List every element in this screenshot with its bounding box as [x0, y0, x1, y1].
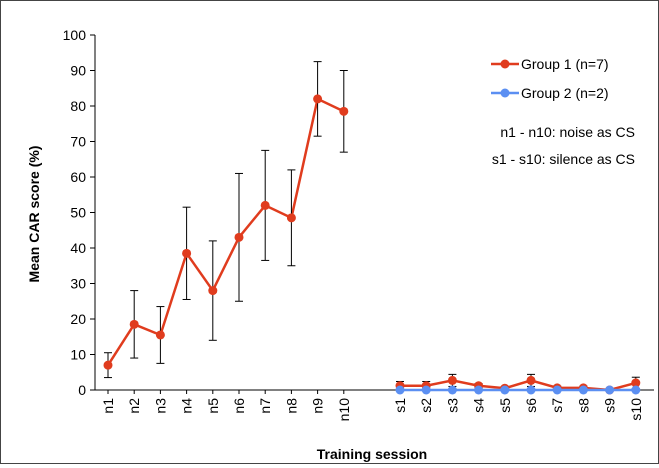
x-tick-label: s5	[497, 398, 513, 413]
y-tick-label: 0	[78, 382, 86, 398]
annotation-silence: s1 - s10: silence as CS	[492, 151, 635, 167]
tick-labels: 0 10 20 30 40 50 60 70 80 90 100 n1 n2 n3 n4 n5 n6 n7 n8 n9…	[63, 27, 644, 421]
legend-marker-group-2	[500, 88, 510, 98]
x-tick-label: s1	[392, 398, 408, 413]
x-tick-label: s2	[418, 398, 434, 413]
legend: Group 1 (n=7) Group 2 (n=2)	[491, 56, 609, 101]
legend-label-group-1: Group 1 (n=7)	[521, 56, 609, 72]
x-tick-label: s4	[471, 398, 487, 413]
data-point	[234, 232, 244, 242]
annotation-noise: n1 - n10: noise as CS	[500, 124, 635, 140]
series-line	[106, 97, 345, 366]
legend-label-group-2: Group 2 (n=2)	[521, 85, 609, 101]
y-tick-label: 100	[63, 27, 87, 43]
data-point	[447, 375, 457, 385]
series-2	[395, 385, 641, 395]
x-tick-label: s6	[523, 398, 539, 413]
x-tick-label: s9	[602, 398, 618, 413]
y-axis-title: Mean CAR score (%)	[26, 146, 42, 283]
y-tick-label: 10	[70, 347, 86, 363]
x-tick-label: s7	[549, 398, 565, 413]
x-tick-label: s3	[444, 398, 460, 413]
data-point	[129, 319, 139, 329]
data-point	[631, 385, 641, 395]
data-point	[313, 94, 323, 104]
x-tick-label: n1	[100, 398, 116, 414]
series-layer	[103, 61, 641, 395]
data-point	[552, 385, 562, 395]
x-tick-label: n4	[179, 398, 195, 414]
data-point	[605, 385, 615, 395]
data-point	[286, 213, 296, 223]
y-tick-label: 20	[70, 311, 86, 327]
x-tick-label: n7	[257, 398, 273, 414]
y-tick-label: 90	[70, 63, 86, 79]
series-line	[400, 379, 637, 392]
x-tick-label: s10	[628, 398, 644, 421]
x-tick-label: n10	[336, 398, 352, 422]
data-point	[500, 385, 510, 395]
y-tick-label: 60	[70, 169, 86, 185]
data-point	[421, 385, 431, 395]
data-point	[631, 378, 641, 388]
y-tick-label: 30	[70, 276, 86, 292]
y-tick-label: 80	[70, 98, 86, 114]
data-point	[474, 385, 484, 395]
y-tick-label: 70	[70, 134, 86, 150]
x-tick-label: n5	[205, 398, 221, 414]
data-point	[526, 375, 536, 385]
x-tick-label: n3	[152, 398, 168, 414]
data-point	[260, 200, 270, 210]
data-point	[526, 385, 536, 395]
x-tick-label: n8	[283, 398, 299, 414]
y-tick-label: 50	[70, 205, 86, 221]
data-point	[339, 106, 349, 116]
x-axis-title: Training session	[317, 446, 427, 462]
x-tick-label: n9	[310, 398, 326, 414]
y-tick-label: 40	[70, 240, 86, 256]
data-point	[182, 248, 192, 258]
legend-marker-group-1	[500, 59, 510, 69]
data-point	[395, 385, 405, 395]
series-1	[103, 61, 641, 395]
data-point	[578, 385, 588, 395]
data-point	[155, 330, 165, 340]
x-tick-label: n6	[231, 398, 247, 414]
x-tick-label: n2	[126, 398, 142, 414]
data-point	[208, 286, 218, 296]
x-tick-label: s8	[575, 398, 591, 413]
data-point	[103, 360, 113, 370]
data-point	[447, 385, 457, 395]
